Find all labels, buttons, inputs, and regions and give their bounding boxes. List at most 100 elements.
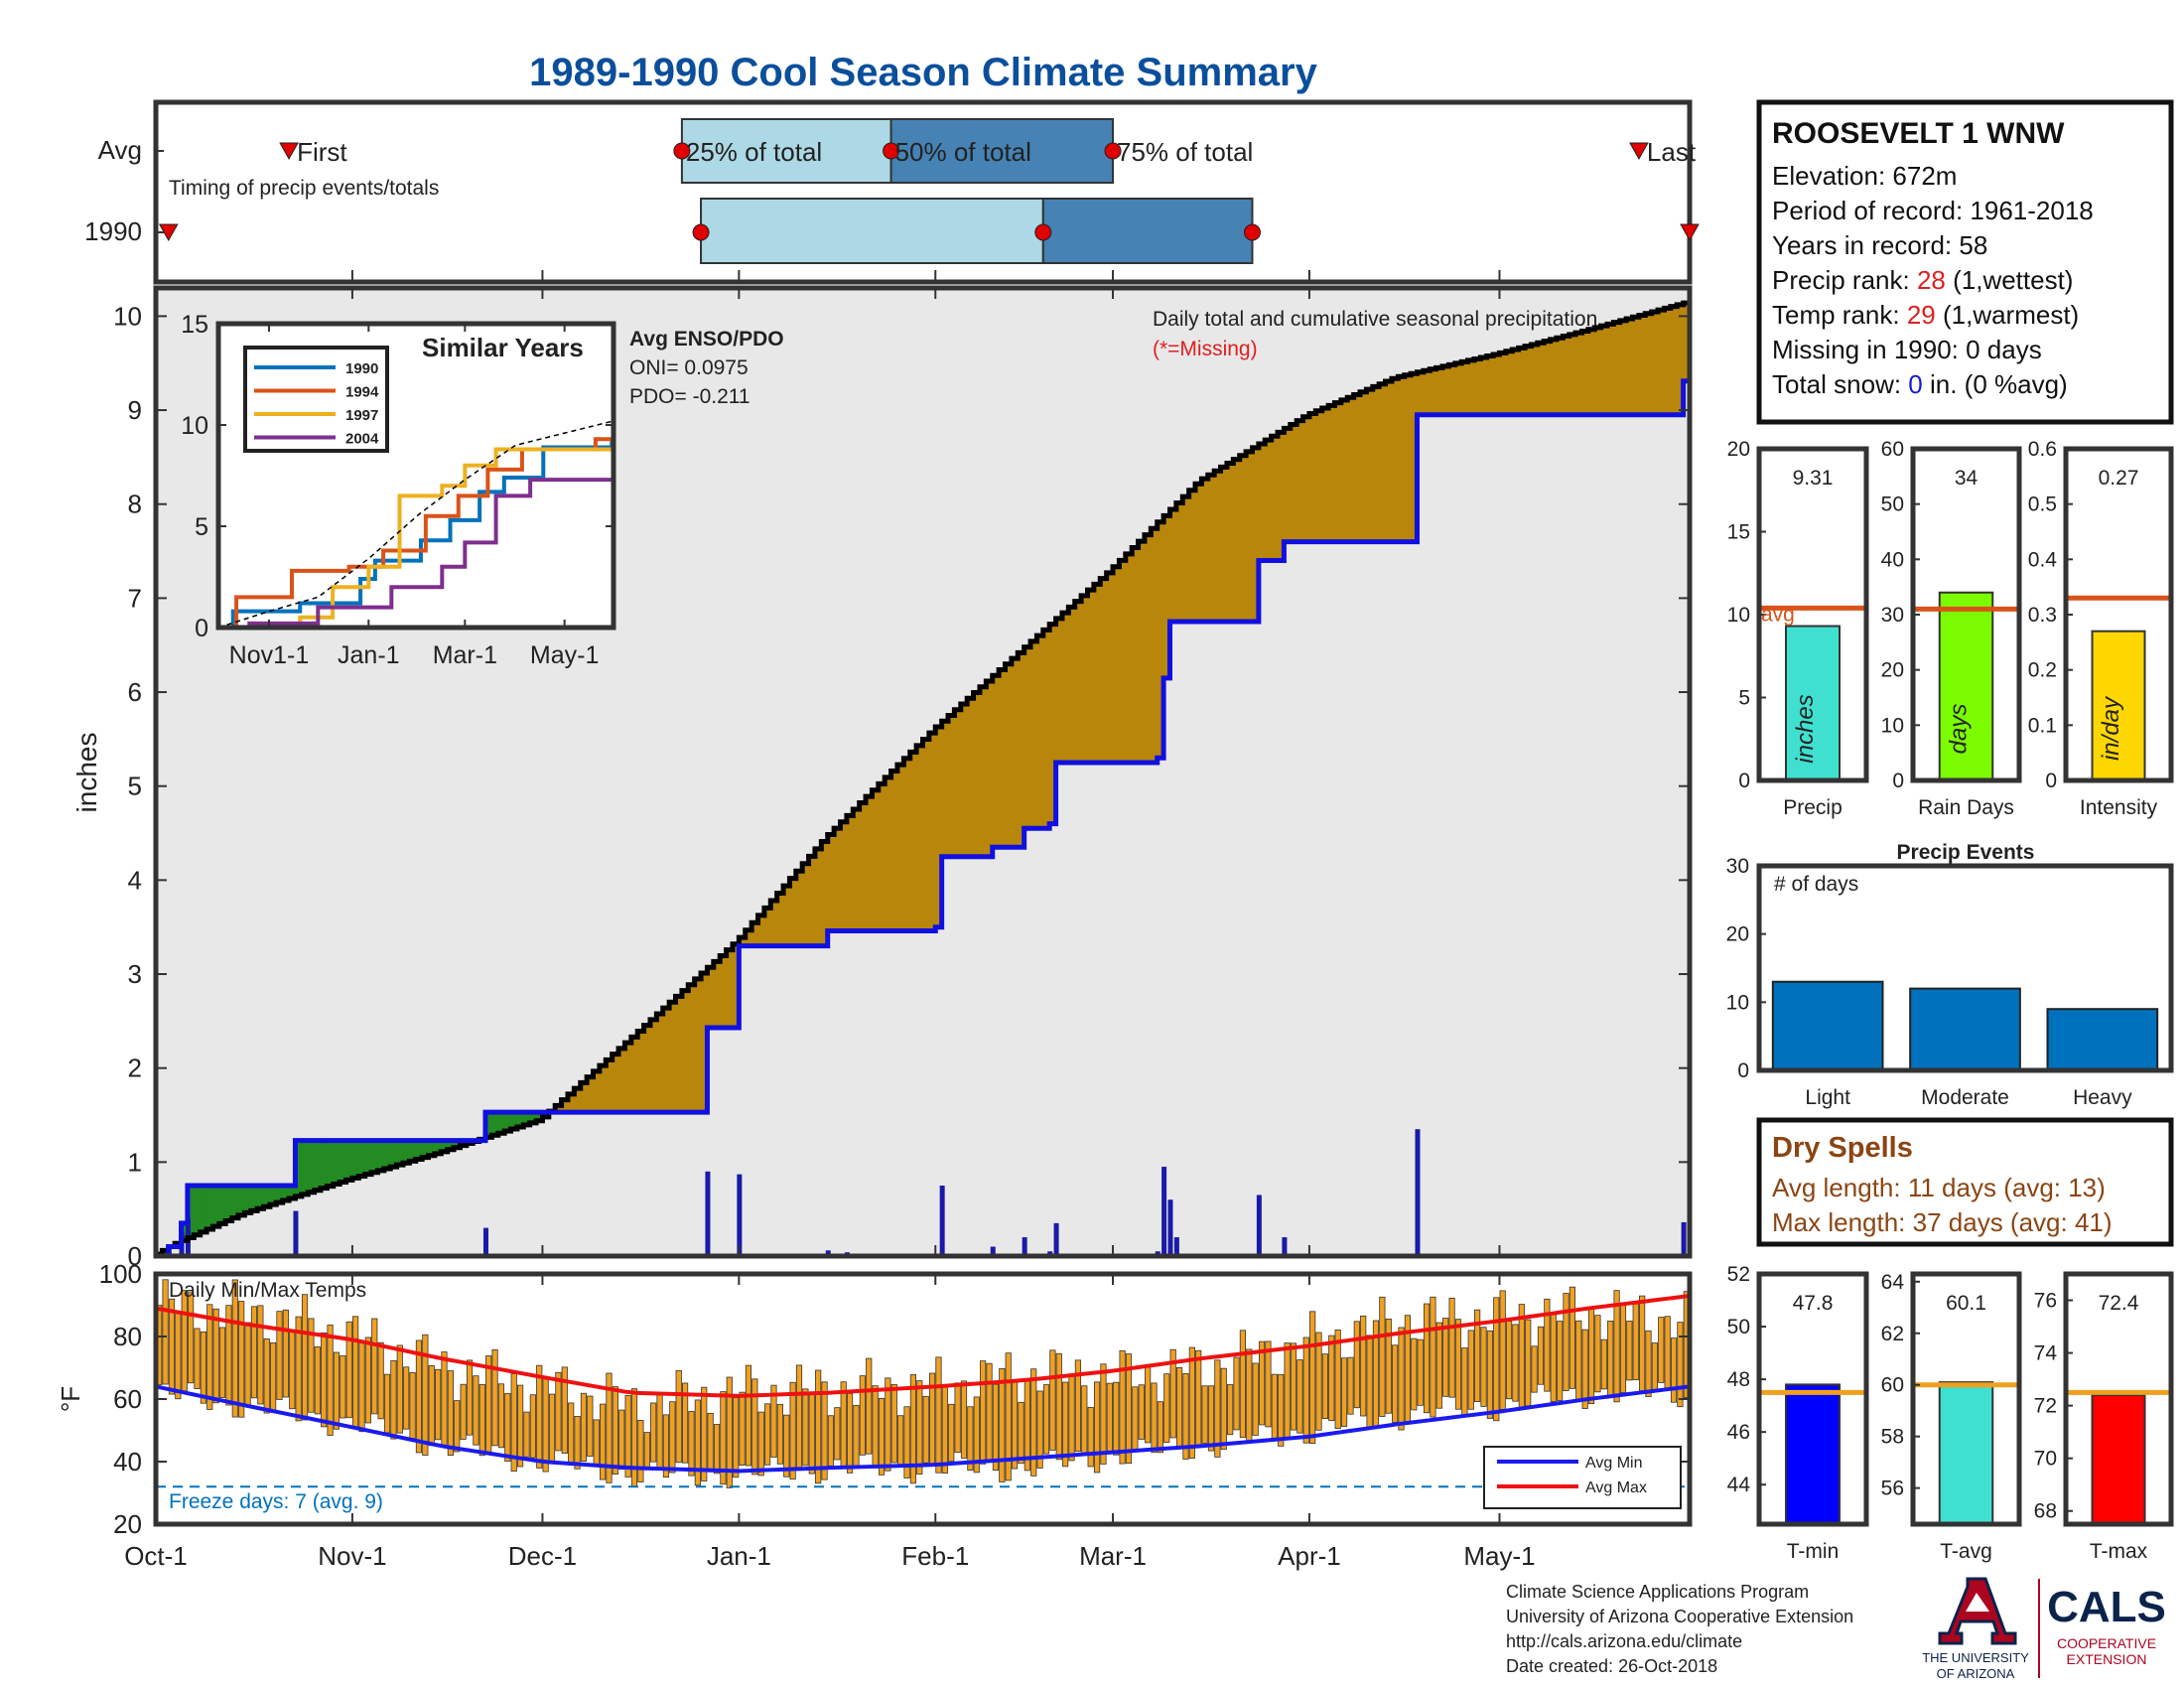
deficit-fill (1398, 376, 1406, 542)
surplus-fill (308, 1140, 316, 1193)
station-name: ROOSEVELT 1 WNW (1772, 117, 2065, 150)
deficit-fill (1125, 553, 1133, 764)
deficit-fill (1480, 356, 1488, 415)
daily-temp-bar (618, 1409, 625, 1471)
small-y-tick-label: 0.1 (2028, 714, 2057, 737)
daily-temp-bar (1435, 1322, 1442, 1409)
daily-temp-bar (454, 1400, 461, 1453)
daily-temp-bar (745, 1364, 752, 1467)
deficit-fill (1321, 408, 1329, 542)
deficit-fill (960, 704, 968, 857)
deficit-fill (1423, 370, 1431, 415)
daily-temp-bar (548, 1393, 556, 1463)
deficit-fill (1113, 566, 1121, 764)
small-y-tick-label: 68 (2034, 1500, 2057, 1523)
surplus-fill (181, 1222, 189, 1241)
daily-precip-bar (737, 1174, 743, 1256)
snow-line: Total snow: 0 in. (0 %avg) (1772, 369, 2068, 399)
daily-temp-bar (630, 1388, 638, 1487)
daily-temp-bar (542, 1378, 549, 1473)
daily-temp-bar (358, 1341, 365, 1433)
deficit-fill (1385, 380, 1393, 542)
daily-temp-bar (1036, 1390, 1043, 1469)
daily-precip-bar (990, 1246, 996, 1256)
surplus-fill (396, 1140, 404, 1166)
daily-temp-bar (1062, 1381, 1069, 1468)
daily-temp-bar (1594, 1315, 1601, 1393)
deficit-fill (1677, 304, 1685, 415)
footer-line: Climate Science Applications Program (1506, 1582, 1809, 1602)
daily-temp-bar (909, 1374, 917, 1484)
surplus-fill (314, 1140, 322, 1191)
deficit-fill (713, 961, 721, 1028)
daily-temp-bar (999, 1367, 1006, 1482)
y-tick-label: 10 (113, 301, 142, 331)
similar-year-line (218, 478, 615, 630)
pdo-value: PDO= -0.211 (629, 385, 751, 408)
timing-first-last-marker (1629, 142, 1649, 161)
inset-y-tick-label: 0 (195, 615, 208, 642)
daily-temp-bar (694, 1399, 701, 1486)
timing-quartile-marker (883, 142, 900, 160)
deficit-fill (1302, 416, 1310, 542)
deficit-fill (1587, 329, 1595, 415)
small-y-tick-label: 50 (1881, 493, 1904, 516)
deficit-fill (1061, 613, 1069, 764)
daily-temp-bar (441, 1351, 448, 1448)
daily-temp-bar (1100, 1363, 1107, 1465)
temp-y-tick-label: 80 (113, 1322, 142, 1351)
legend-avg-min-label: Avg Min (1585, 1455, 1643, 1472)
daily-temp-bar (624, 1394, 631, 1477)
daily-temp-bar (270, 1341, 277, 1411)
timing-quartile-marker (1034, 223, 1052, 241)
small-y-tick-label: 0.2 (2028, 659, 2057, 682)
y-tick-label: 8 (128, 490, 142, 519)
deficit-fill (1278, 432, 1286, 561)
deficit-fill (1467, 359, 1475, 415)
daily-temp-bar (1448, 1297, 1455, 1398)
daily-temp-bar (802, 1388, 809, 1467)
surplus-fill (250, 1186, 258, 1211)
daily-temp-bar (675, 1369, 682, 1464)
category-label: Precip (1783, 796, 1843, 819)
surplus-fill (206, 1186, 214, 1230)
deficit-fill (840, 821, 848, 931)
daily-temp-bar (897, 1415, 904, 1467)
station-info-box (1756, 99, 2174, 425)
deficit-fill (580, 1082, 588, 1113)
deficit-fill (1055, 618, 1063, 764)
deficit-fill (720, 955, 728, 1028)
daily-temp-bar (1011, 1381, 1019, 1470)
daily-temp-bar (1321, 1353, 1328, 1420)
dry-spells-title: Dry Spells (1772, 1132, 1913, 1164)
deficit-fill (726, 949, 734, 1028)
deficit-fill (1068, 607, 1076, 764)
ua-logo-text: THE UNIVERSITY (1922, 1650, 2029, 1665)
deficit-fill (1233, 459, 1241, 623)
dry-spells-avg: Avg length: 11 days (avg: 13) (1772, 1173, 2106, 1202)
deficit-fill (1537, 343, 1545, 415)
y-tick-label: 2 (128, 1054, 142, 1083)
missing-line: Missing in 1990: 0 days (1772, 335, 2042, 364)
daily-temp-bar (1081, 1385, 1088, 1455)
daily-temp-bar (1087, 1406, 1094, 1468)
enso-title: Avg ENSO/PDO (629, 328, 784, 351)
deficit-fill (872, 789, 880, 931)
x-tick-label: Nov-1 (318, 1541, 386, 1571)
deficit-fill (1042, 630, 1050, 829)
deficit-fill (630, 1037, 638, 1113)
deficit-fill (1360, 391, 1368, 542)
deficit-fill (1353, 394, 1361, 542)
deficit-fill (694, 978, 702, 1113)
deficit-fill (808, 856, 816, 946)
daily-temp-bar (1563, 1293, 1570, 1392)
daily-temp-bar (390, 1360, 397, 1440)
daily-precip-bar (1415, 1129, 1421, 1256)
daily-temp-bar (637, 1420, 644, 1482)
daily-temp-bar (415, 1339, 423, 1454)
events-ylabel: # of days (1774, 873, 1858, 896)
daily-temp-bar (555, 1371, 562, 1452)
daily-temp-bar (308, 1318, 315, 1413)
daily-temp-bar (162, 1279, 169, 1385)
deficit-fill (770, 900, 778, 946)
